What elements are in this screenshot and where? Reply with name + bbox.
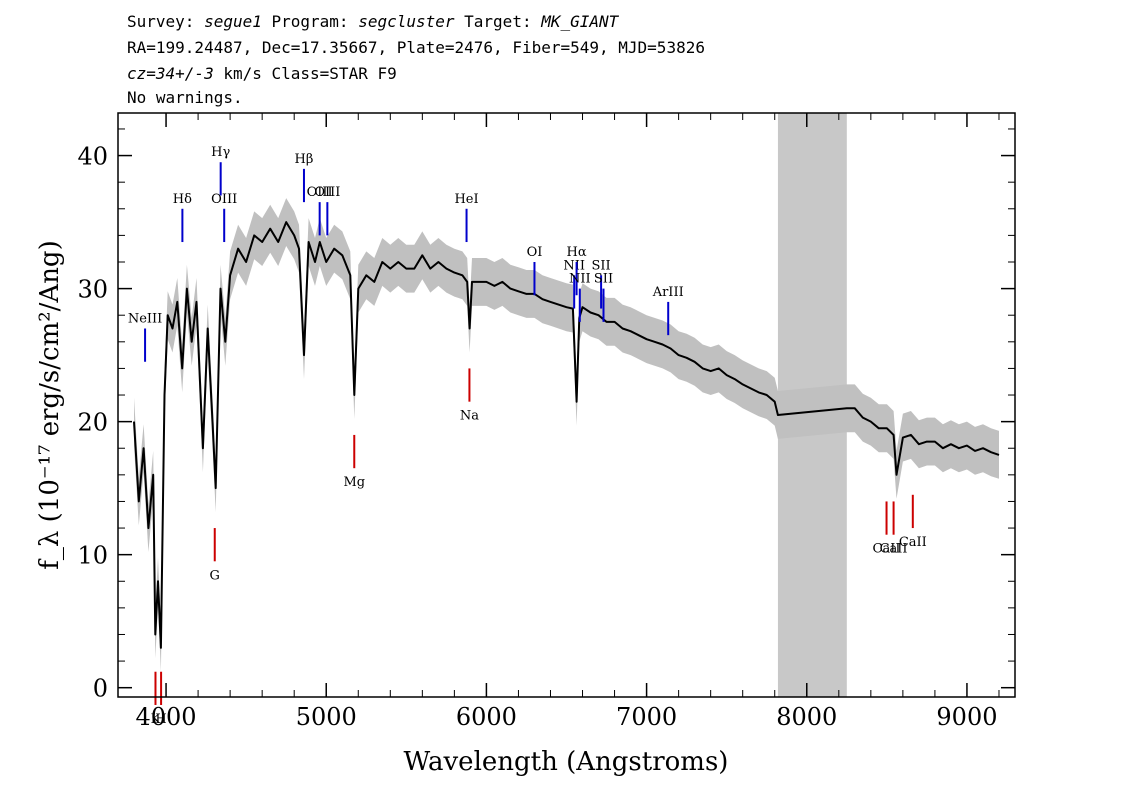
target-value: MK_GIANT [541, 12, 619, 31]
absorption-line-label: CaII [880, 542, 908, 557]
emission-line-label: Hβ [295, 152, 314, 167]
emission-line-label: OIII [211, 192, 237, 207]
emission-line-label: Hα [567, 245, 587, 260]
header-line-2: RA=199.24487, Dec=17.35667, Plate=2476, … [127, 38, 705, 57]
y-axis-label: f_λ (10⁻¹⁷ erg/s/cm²/Ang) [35, 240, 65, 569]
redshift-value: cz=34+/-3 [127, 64, 214, 83]
emission-line-label: ArIII [652, 285, 684, 300]
x-tick-label: 6000 [456, 703, 517, 731]
x-tick-label: 4000 [136, 703, 197, 731]
y-tick-label: 10 [77, 542, 108, 570]
emission-line-label: OI [527, 245, 543, 260]
header-line-4: No warnings. [127, 88, 243, 107]
emission-line-label: OIII [314, 185, 340, 200]
emission-line-label: SII [592, 258, 611, 273]
emission-line-label: NII [563, 258, 585, 273]
y-tick-label: 20 [77, 409, 108, 437]
emission-line-label: SII [594, 272, 613, 287]
x-axis-label: Wavelength (Angstroms) [404, 747, 729, 777]
survey-value: segue1 [204, 12, 262, 31]
emission-line-label: OIII [307, 185, 333, 200]
absorption-line-label: H [155, 712, 166, 727]
absorption-line-label: CaII [899, 535, 927, 550]
class-text: km/s Class=STAR F9 [213, 64, 397, 83]
x-tick-label: 7000 [616, 703, 677, 731]
x-tick-label: 5000 [296, 703, 357, 731]
emission-line-label: Hγ [211, 145, 230, 160]
plot-frame [117, 112, 1016, 698]
x-tick-label: 8000 [776, 703, 837, 731]
absorption-line-label: G [210, 568, 220, 583]
program-label: Program: [261, 12, 359, 31]
flux-error-band [134, 198, 999, 672]
absorption-line-label: Mg [343, 475, 365, 490]
absorption-line-label: Na [460, 409, 479, 424]
flux-layer [133, 221, 1000, 649]
absorption-line-label: K [151, 712, 161, 727]
header-line-1: Survey: segue1 Program: segcluster Targe… [127, 10, 618, 33]
axis-ticks-layer: 4000 5000 6000 7000 8000 9000 0 10 20 30 40 [77, 113, 1015, 731]
survey-label: Survey: [127, 12, 205, 31]
header-line-3: cz=34+/-3 km/s Class=STAR F9 [127, 62, 397, 85]
emission-line-label: Hδ [173, 192, 192, 207]
y-tick-label: 0 [93, 675, 108, 703]
target-label: Target: [454, 12, 542, 31]
emission-line-label: NII [569, 272, 591, 287]
emission-line-label: NeIII [128, 312, 162, 327]
flux-line [133, 221, 1000, 649]
absorption-line-label: CaII [873, 542, 901, 557]
program-value: segcluster [358, 12, 455, 31]
y-tick-label: 40 [77, 143, 108, 171]
y-tick-label: 30 [77, 276, 108, 304]
x-tick-label: 9000 [936, 703, 997, 731]
error-band-layer [134, 198, 999, 672]
emission-line-label: HeI [454, 192, 478, 207]
